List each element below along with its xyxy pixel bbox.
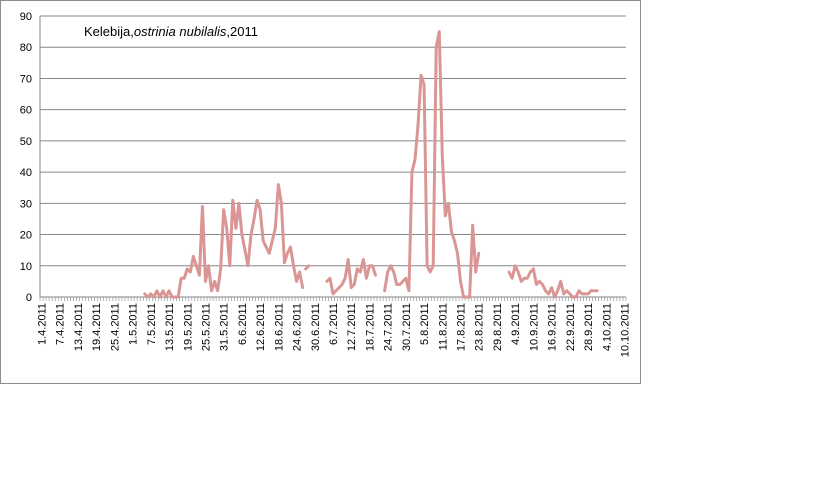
- x-tick-label: 12.7.2011: [346, 303, 358, 351]
- x-tick-label: 19.4.2011: [91, 303, 103, 351]
- y-tick-label: 30: [20, 198, 32, 210]
- chart-title-part-1: Kelebija,: [84, 24, 134, 39]
- x-tick-label: 30.7.2011: [401, 303, 413, 351]
- series-lines: [143, 30, 599, 299]
- x-tick-label: 19.5.2011: [182, 303, 194, 351]
- x-tick-label: 18.6.2011: [273, 303, 285, 351]
- y-tick-label: 10: [20, 261, 32, 273]
- y-tick-label: 90: [20, 11, 32, 23]
- x-tick-label: 1.4.2011: [37, 303, 49, 345]
- y-tick-labels: 0 10 20 30 40 50 60 70 80 90: [20, 11, 32, 304]
- y-tick-label: 20: [20, 230, 32, 242]
- x-tick-label: 6.7.2011: [328, 303, 340, 345]
- axes: [39, 16, 627, 301]
- x-tick-label: 6.6.2011: [237, 303, 249, 345]
- chart-title-part-3: ,2011: [226, 24, 258, 39]
- x-tick-label: 30.6.2011: [310, 303, 322, 351]
- x-tick-label: 7.4.2011: [55, 303, 67, 345]
- x-tick-label: 25.5.2011: [200, 303, 212, 351]
- chart-title: Kelebija,ostrinia nubilalis,2011: [84, 24, 258, 39]
- x-tick-label: 29.8.2011: [492, 303, 504, 351]
- x-tick-label: 23.8.2011: [474, 303, 486, 351]
- x-tick-label: 11.8.2011: [437, 303, 449, 350]
- x-tick-label: 24.6.2011: [292, 303, 304, 351]
- grid-lines: [40, 15, 626, 267]
- x-tick-label: 13.4.2011: [73, 303, 85, 351]
- x-tick-label: 5.8.2011: [419, 303, 431, 345]
- x-tick-label: 4.9.2011: [510, 303, 522, 345]
- x-tick-labels: 1.4.2011 7.4.2011 13.4.2011 19.4.2011 25.4.2…: [37, 303, 632, 357]
- y-tick-label: 70: [20, 73, 32, 85]
- x-tick-label: 1.5.2011: [128, 303, 140, 345]
- x-tick-label: 10.9.2011: [528, 303, 540, 351]
- x-tick-label: 18.7.2011: [364, 303, 376, 351]
- x-tick-label: 16.9.2011: [547, 303, 559, 351]
- series-line-segment-2: [304, 264, 311, 271]
- y-tick-label: 80: [20, 42, 32, 54]
- x-tick-label: 31.5.2011: [219, 303, 231, 351]
- series-line-segment-5: [507, 264, 599, 299]
- chart-frame: [0, 0, 641, 384]
- x-tick-label: 28.9.2011: [583, 303, 595, 351]
- x-tick-label: 17.8.2011: [456, 303, 468, 351]
- x-tick-label: 25.4.2011: [109, 303, 121, 351]
- y-tick-label: 50: [20, 136, 32, 148]
- x-tick-label: 24.7.2011: [383, 303, 395, 351]
- x-tick-label: 7.5.2011: [146, 303, 158, 345]
- x-tick-label: 12.6.2011: [255, 303, 267, 351]
- x-tick-label: 22.9.2011: [565, 303, 577, 351]
- series-line-segment-3: [325, 258, 378, 296]
- x-tick-label: 13.5.2011: [164, 303, 176, 351]
- y-tick-label: 0: [26, 292, 32, 304]
- x-tick-label: 10.10.2011: [619, 303, 631, 357]
- series-line-segment-4: [383, 30, 481, 299]
- chart-title-part-2: ostrinia nubilalis: [134, 24, 227, 39]
- x-tick-label: 4.10.2011: [601, 303, 613, 351]
- y-tick-label: 60: [20, 105, 32, 117]
- y-tick-label: 40: [20, 167, 32, 179]
- series-line-segment-1: [143, 183, 305, 299]
